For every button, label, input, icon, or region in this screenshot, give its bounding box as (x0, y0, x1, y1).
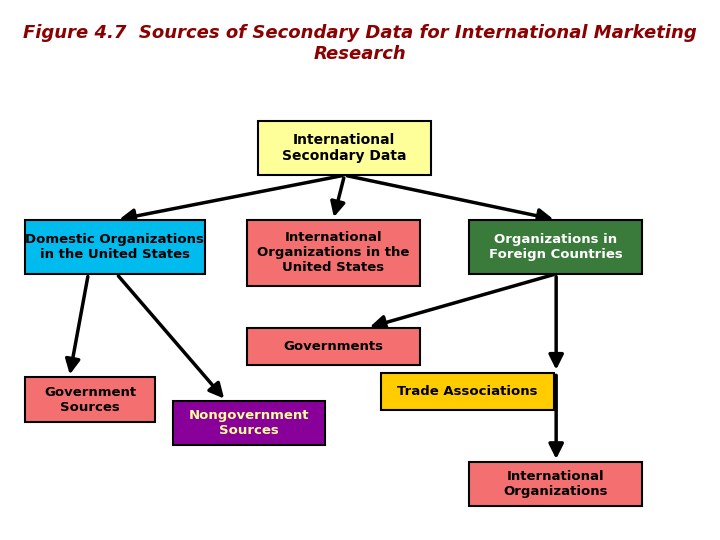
Text: International
Organizations in the
United States: International Organizations in the Unite… (257, 231, 410, 274)
FancyBboxPatch shape (247, 328, 420, 366)
FancyBboxPatch shape (24, 377, 156, 422)
FancyBboxPatch shape (469, 462, 642, 507)
Text: Organizations in
Foreign Countries: Organizations in Foreign Countries (489, 233, 623, 261)
FancyBboxPatch shape (247, 220, 420, 286)
Text: International
Organizations: International Organizations (503, 470, 608, 498)
Text: Trade Associations: Trade Associations (397, 385, 538, 398)
Text: International
Secondary Data: International Secondary Data (282, 133, 406, 163)
FancyBboxPatch shape (258, 121, 431, 175)
Text: Domestic Organizations
in the United States: Domestic Organizations in the United Sta… (25, 233, 204, 261)
Text: Nongovernment
Sources: Nongovernment Sources (189, 409, 309, 437)
FancyBboxPatch shape (24, 220, 204, 274)
Text: Governments: Governments (284, 340, 384, 353)
FancyBboxPatch shape (469, 220, 642, 274)
Text: Government
Sources: Government Sources (44, 386, 136, 414)
FancyBboxPatch shape (173, 401, 325, 446)
Text: Figure 4.7  Sources of Secondary Data for International Marketing
Research: Figure 4.7 Sources of Secondary Data for… (23, 24, 697, 63)
FancyBboxPatch shape (381, 373, 554, 410)
